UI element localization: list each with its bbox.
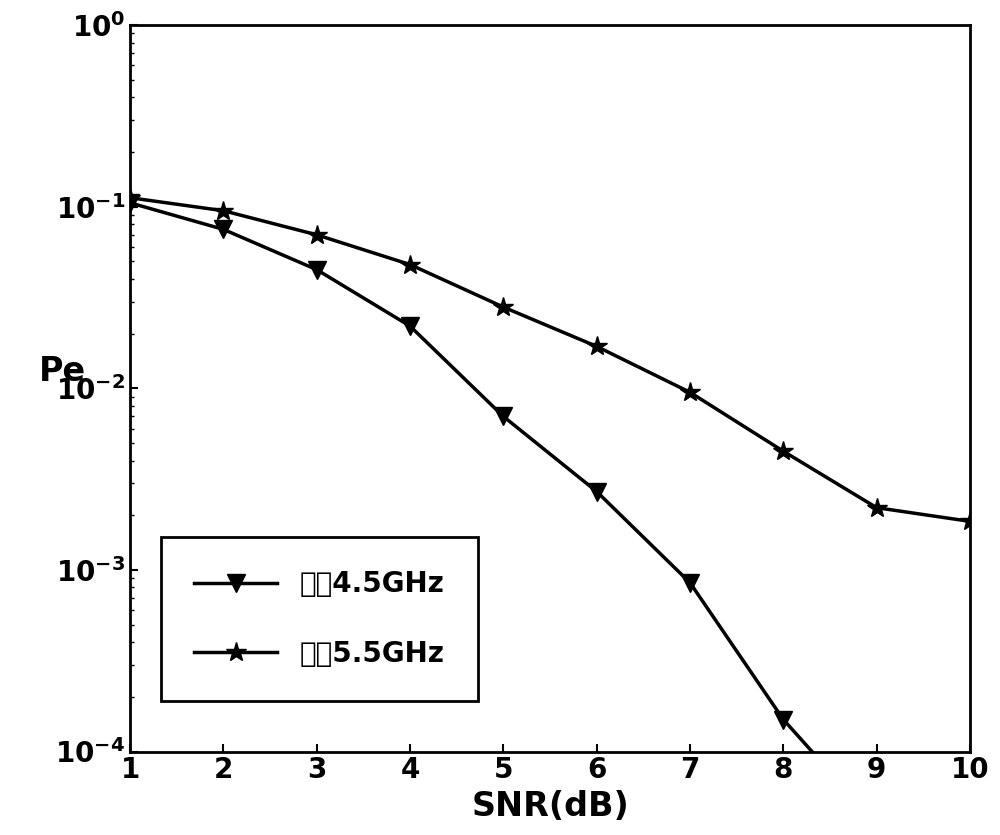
频偏5.5GHz (497, 302, 509, 312)
频偏5.5GHz (684, 387, 696, 397)
频偏5.5GHz (124, 193, 136, 203)
频偏5.5GHz (404, 260, 416, 270)
频偏5.5GHz (777, 446, 789, 456)
频偏4.5GHz (217, 225, 229, 235)
频偏5.5GHz (591, 342, 603, 352)
频偏4.5GHz (311, 265, 323, 275)
频偏4.5GHz (497, 412, 509, 422)
频偏4.5GHz (777, 715, 789, 725)
频偏4.5GHz (591, 487, 603, 497)
频偏4.5GHz (124, 198, 136, 208)
频偏5.5GHz (964, 516, 976, 526)
Legend: 频偏4.5GHz, 频偏5.5GHz: 频偏4.5GHz, 频偏5.5GHz (161, 537, 478, 701)
频偏4.5GHz (404, 321, 416, 331)
Line: 频偏5.5GHz: 频偏5.5GHz (120, 187, 980, 532)
Y-axis label: Pe: Pe (39, 355, 86, 388)
频偏5.5GHz (871, 503, 883, 513)
X-axis label: SNR(dB): SNR(dB) (471, 790, 629, 823)
频偏4.5GHz (871, 819, 883, 829)
频偏4.5GHz (684, 578, 696, 588)
Line: 频偏4.5GHz: 频偏4.5GHz (121, 194, 979, 835)
频偏5.5GHz (311, 230, 323, 240)
频偏5.5GHz (217, 205, 229, 215)
